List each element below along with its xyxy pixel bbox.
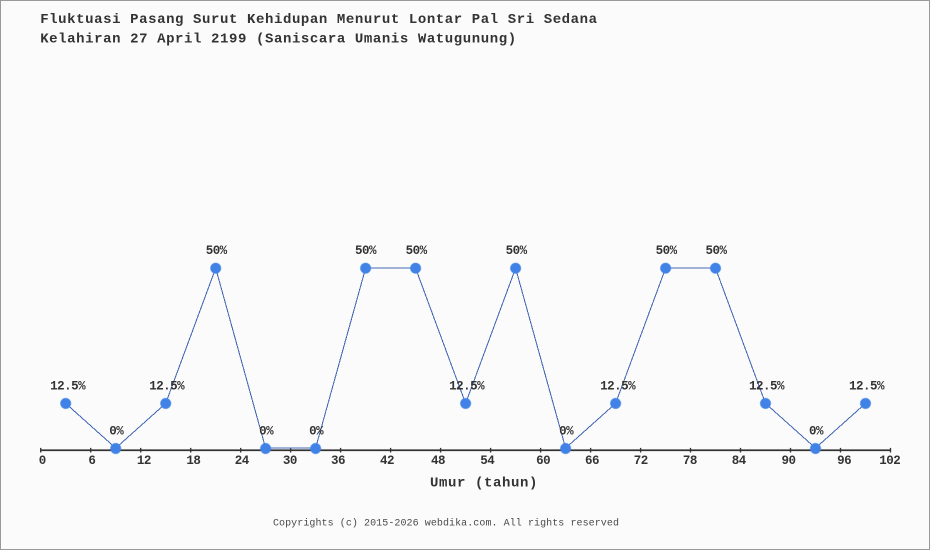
svg-text:48: 48 (431, 454, 445, 468)
svg-text:18: 18 (186, 454, 200, 468)
svg-text:84: 84 (732, 454, 747, 468)
svg-text:50%: 50% (355, 244, 377, 258)
svg-text:12: 12 (137, 454, 151, 468)
svg-text:60: 60 (536, 454, 550, 468)
svg-text:12.5%: 12.5% (50, 379, 86, 393)
svg-text:50%: 50% (656, 244, 678, 258)
svg-text:30: 30 (283, 454, 297, 468)
svg-text:72: 72 (634, 454, 648, 468)
svg-text:50%: 50% (206, 244, 228, 258)
svg-text:96: 96 (837, 454, 851, 468)
svg-text:66: 66 (585, 454, 599, 468)
svg-text:0%: 0% (559, 425, 574, 439)
svg-text:50%: 50% (706, 244, 728, 258)
svg-text:50%: 50% (506, 244, 528, 258)
svg-text:102: 102 (879, 454, 900, 468)
svg-text:0%: 0% (809, 425, 824, 439)
svg-text:0%: 0% (309, 425, 324, 439)
svg-text:0%: 0% (109, 425, 124, 439)
svg-text:12.5%: 12.5% (849, 379, 885, 393)
svg-text:Kelahiran 27 April 2199 (Sanis: Kelahiran 27 April 2199 (Saniscara Umani… (40, 32, 517, 48)
svg-text:42: 42 (380, 454, 394, 468)
svg-text:36: 36 (331, 454, 345, 468)
svg-text:50%: 50% (406, 244, 428, 258)
svg-text:12.5%: 12.5% (149, 379, 185, 393)
svg-text:54: 54 (480, 454, 495, 468)
svg-text:78: 78 (683, 454, 697, 468)
svg-text:12.5%: 12.5% (600, 379, 636, 393)
svg-text:90: 90 (782, 454, 796, 468)
svg-text:6: 6 (88, 454, 95, 468)
svg-text:24: 24 (235, 454, 250, 468)
svg-text:0%: 0% (259, 425, 274, 439)
svg-text:Umur (tahun): Umur (tahun) (430, 476, 538, 492)
svg-text:12.5%: 12.5% (749, 379, 785, 393)
svg-text:Copyrights (c) 2015-2026 webdi: Copyrights (c) 2015-2026 webdika.com. Al… (273, 518, 619, 530)
svg-text:Fluktuasi Pasang Surut Kehidup: Fluktuasi Pasang Surut Kehidupan Menurut… (40, 12, 597, 28)
svg-text:0: 0 (39, 454, 46, 468)
svg-text:12.5%: 12.5% (449, 379, 485, 393)
